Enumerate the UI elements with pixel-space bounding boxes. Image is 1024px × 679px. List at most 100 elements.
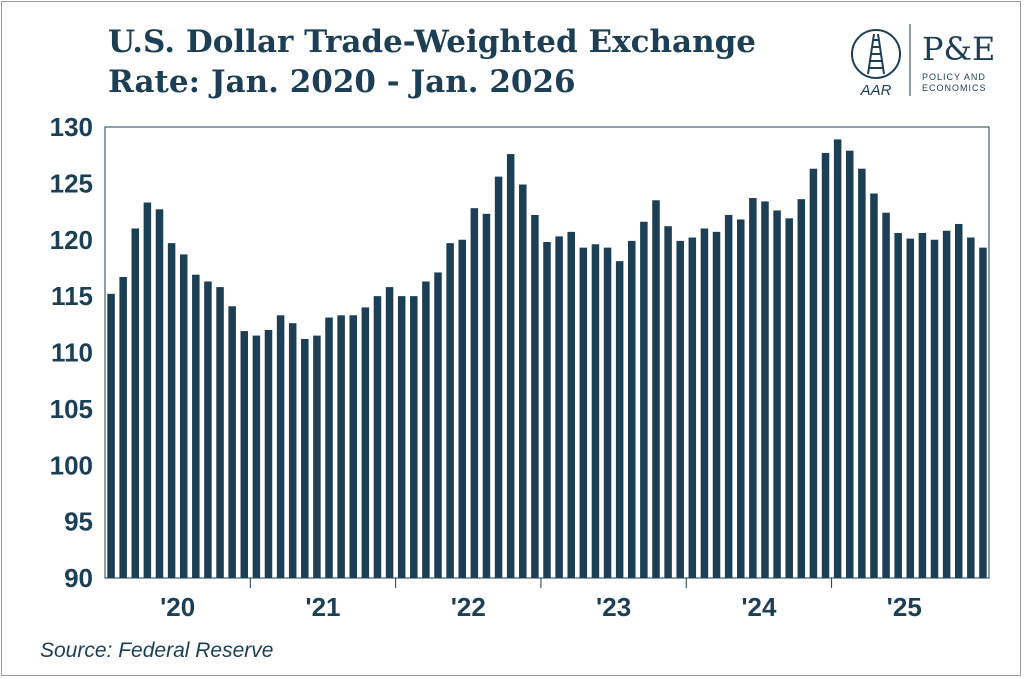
bar: [531, 214, 539, 578]
chart-title-line-2: Rate: Jan. 2020 - Jan. 2026: [108, 64, 576, 100]
y-tick-label: 110: [51, 338, 93, 368]
y-tick-label: 95: [64, 507, 93, 537]
bar: [410, 296, 418, 579]
bar: [119, 276, 127, 578]
bar: [712, 231, 721, 579]
bar: [773, 210, 781, 578]
bar: [894, 232, 902, 579]
aar-rail-icon: [851, 29, 901, 79]
bar: [482, 213, 491, 578]
bar: [809, 168, 818, 578]
aar-pe-logo: AAR P&E POLICY AND ECONOMICS: [851, 24, 995, 99]
chart-title: U.S. Dollar Trade-Weighted Exchange Rate…: [108, 22, 828, 102]
bar: [930, 239, 939, 578]
bar: [858, 168, 866, 578]
bar: [506, 154, 515, 578]
bar: [749, 198, 757, 578]
y-tick-label: 100: [50, 450, 93, 480]
y-tick-label: 125: [50, 168, 93, 198]
bar: [979, 247, 987, 578]
bar: [906, 238, 915, 578]
bar: [567, 231, 575, 579]
bar: [870, 193, 878, 578]
y-axis-ticks: 90 95 100 105 110 115 120 125 130: [50, 112, 93, 593]
bar: [337, 315, 345, 578]
bar: [204, 281, 212, 578]
y-tick-label: 105: [50, 394, 93, 424]
chart-title-line-1: U.S. Dollar Trade-Weighted Exchange: [108, 24, 757, 60]
y-tick-label: 120: [50, 225, 93, 255]
bar: [385, 287, 394, 578]
bar: [325, 317, 333, 578]
bar: [700, 228, 709, 578]
bar: [676, 240, 684, 578]
bar: [288, 323, 297, 578]
x-tick-label: '20: [160, 592, 195, 622]
bar: [143, 202, 152, 579]
x-tick-label: '25: [887, 592, 922, 622]
bar: [107, 293, 115, 578]
y-tick-label: 115: [51, 281, 93, 311]
x-tick-label: '22: [451, 592, 486, 622]
bar: [192, 274, 200, 578]
bar: [591, 244, 600, 578]
bar: [458, 239, 466, 578]
bar: [434, 272, 442, 578]
bar: [397, 296, 406, 579]
bar: [797, 199, 806, 578]
bar: [470, 208, 479, 578]
bar: [603, 247, 612, 578]
pe-subtitle-1: POLICY AND: [922, 72, 986, 82]
bar: [313, 335, 321, 578]
bar: [640, 221, 648, 578]
bar: [167, 243, 176, 578]
bar: [615, 261, 624, 578]
bar: [519, 184, 527, 578]
bar: [688, 237, 697, 579]
bar: [954, 223, 963, 578]
bar: [579, 247, 588, 578]
bar: [942, 230, 951, 579]
bar: [216, 287, 224, 578]
bar: [252, 335, 261, 578]
bar: [155, 209, 164, 578]
bar: [240, 331, 249, 578]
plot-area-border: [104, 126, 990, 579]
bar: [833, 139, 842, 578]
x-tick-label: '21: [305, 592, 340, 622]
bar: [349, 315, 357, 578]
bar: [373, 296, 382, 579]
x-tick-label: '23: [596, 592, 631, 622]
x-axis-ticks: '20 '21 '22 '23 '24 '25: [160, 578, 922, 622]
y-tick-label: 90: [64, 563, 93, 593]
bar: [361, 307, 370, 578]
bar: [882, 212, 890, 578]
bar: [228, 306, 236, 578]
bar: [652, 200, 660, 579]
bar: [264, 329, 273, 578]
pe-logo-text: P&E: [922, 30, 995, 68]
x-tick-label: '24: [741, 592, 777, 622]
bar: [628, 240, 636, 578]
source-note: Source: Federal Reserve: [40, 639, 274, 662]
bar: [918, 232, 927, 579]
bar: [845, 150, 854, 578]
bar: [422, 281, 430, 578]
bar: [179, 254, 188, 578]
bar: [785, 218, 793, 578]
bar: [446, 243, 454, 578]
bar: [131, 228, 140, 578]
bar: [664, 226, 672, 578]
y-tick-label: 130: [50, 112, 93, 142]
bar: [967, 237, 975, 579]
bar-series: [107, 139, 987, 579]
bar: [821, 152, 830, 578]
bar: [737, 219, 745, 578]
bar: [543, 242, 551, 578]
bar: [494, 176, 503, 579]
bar: [301, 338, 309, 578]
aar-logo-text: AAR: [860, 82, 892, 99]
pe-subtitle-2: ECONOMICS: [922, 83, 987, 93]
